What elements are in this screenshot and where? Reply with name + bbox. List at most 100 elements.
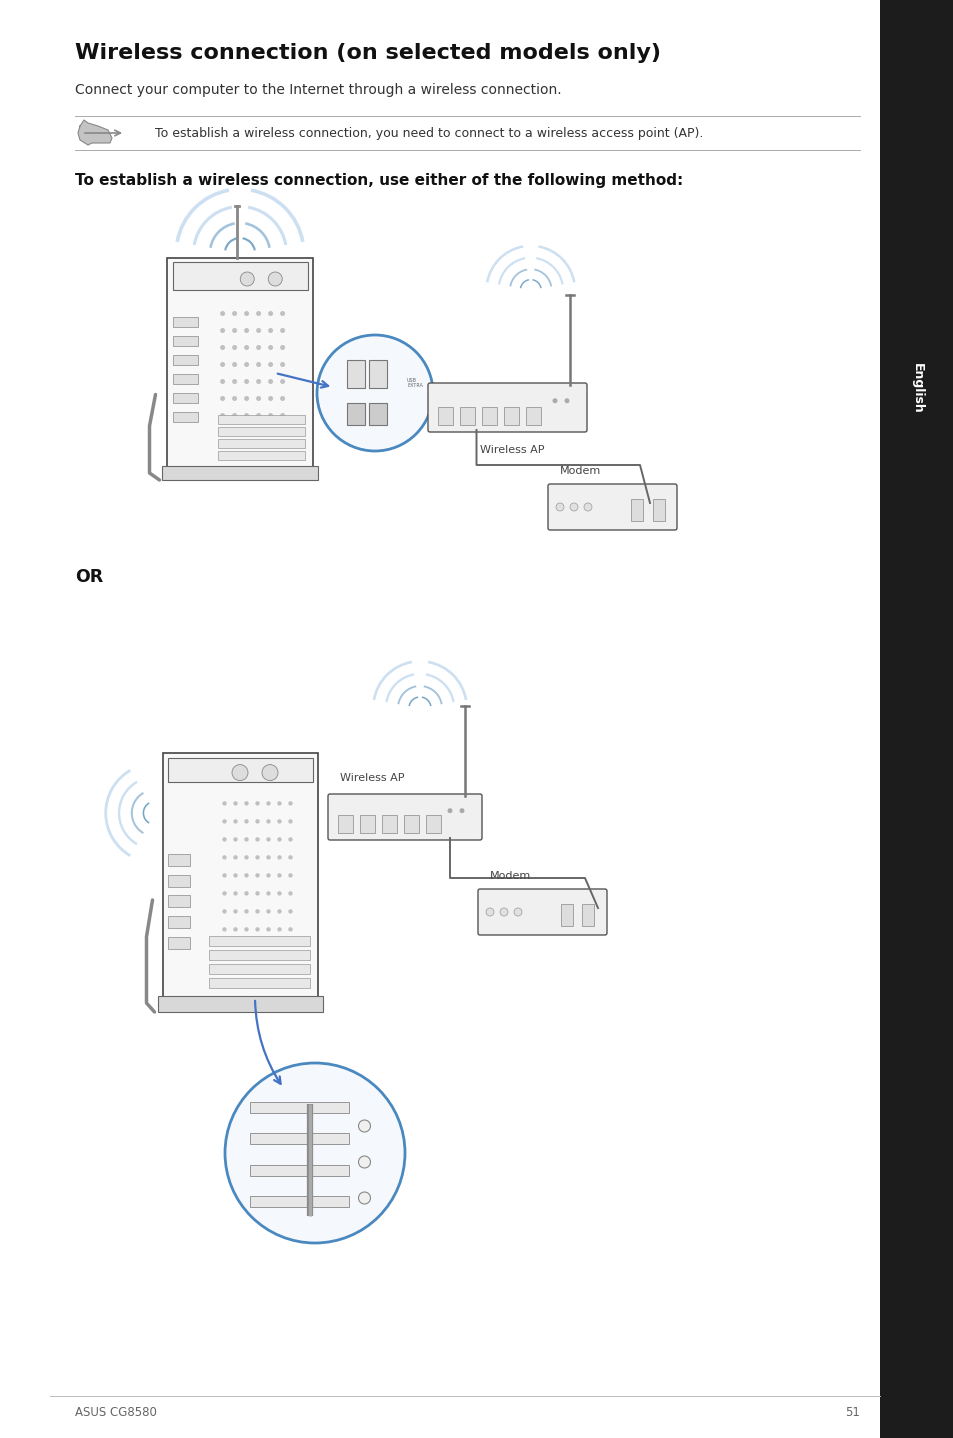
Circle shape bbox=[280, 345, 285, 349]
Circle shape bbox=[255, 928, 259, 932]
Circle shape bbox=[225, 1063, 405, 1242]
Circle shape bbox=[485, 907, 494, 916]
Circle shape bbox=[222, 928, 227, 932]
Text: Wireless AP: Wireless AP bbox=[479, 444, 544, 454]
Circle shape bbox=[288, 820, 293, 824]
Circle shape bbox=[220, 345, 225, 349]
Circle shape bbox=[280, 380, 285, 384]
Circle shape bbox=[244, 380, 249, 384]
Circle shape bbox=[288, 873, 293, 877]
Circle shape bbox=[459, 808, 464, 814]
Circle shape bbox=[277, 801, 281, 805]
Circle shape bbox=[255, 909, 259, 913]
Bar bbox=[168, 874, 190, 886]
Circle shape bbox=[232, 765, 248, 781]
Circle shape bbox=[232, 413, 237, 418]
Circle shape bbox=[266, 801, 271, 805]
Text: ASUS CG8580: ASUS CG8580 bbox=[75, 1406, 156, 1419]
Circle shape bbox=[499, 907, 507, 916]
Circle shape bbox=[288, 856, 293, 860]
Circle shape bbox=[255, 413, 261, 418]
Circle shape bbox=[222, 820, 227, 824]
Circle shape bbox=[233, 837, 237, 841]
Circle shape bbox=[244, 345, 249, 349]
Circle shape bbox=[564, 398, 569, 403]
Circle shape bbox=[255, 362, 261, 367]
Circle shape bbox=[583, 503, 592, 510]
Circle shape bbox=[232, 380, 237, 384]
Circle shape bbox=[569, 503, 578, 510]
Circle shape bbox=[266, 820, 271, 824]
Circle shape bbox=[222, 909, 227, 913]
Circle shape bbox=[316, 335, 433, 452]
Bar bbox=[218, 414, 305, 424]
Circle shape bbox=[255, 892, 259, 896]
Bar bbox=[250, 1196, 349, 1206]
FancyBboxPatch shape bbox=[168, 257, 313, 467]
Circle shape bbox=[232, 362, 237, 367]
Circle shape bbox=[268, 413, 273, 418]
Circle shape bbox=[255, 820, 259, 824]
Bar bbox=[209, 936, 310, 946]
Circle shape bbox=[220, 362, 225, 367]
Bar bbox=[525, 407, 540, 426]
Circle shape bbox=[222, 873, 227, 877]
Text: To establish a wireless connection, use either of the following method:: To establish a wireless connection, use … bbox=[75, 173, 682, 188]
Bar bbox=[168, 896, 190, 907]
Circle shape bbox=[220, 413, 225, 418]
Circle shape bbox=[277, 892, 281, 896]
FancyBboxPatch shape bbox=[547, 485, 677, 531]
Circle shape bbox=[222, 856, 227, 860]
Circle shape bbox=[280, 311, 285, 316]
Text: Modem: Modem bbox=[559, 466, 600, 476]
Circle shape bbox=[222, 801, 227, 805]
Bar bbox=[403, 815, 418, 833]
Text: 51: 51 bbox=[844, 1406, 859, 1419]
Circle shape bbox=[244, 413, 249, 418]
Circle shape bbox=[233, 928, 237, 932]
Circle shape bbox=[277, 873, 281, 877]
Bar bbox=[209, 951, 310, 961]
Circle shape bbox=[556, 503, 563, 510]
Circle shape bbox=[222, 892, 227, 896]
FancyBboxPatch shape bbox=[162, 754, 317, 998]
Circle shape bbox=[220, 380, 225, 384]
Bar bbox=[347, 360, 365, 388]
Circle shape bbox=[255, 311, 261, 316]
Circle shape bbox=[244, 909, 249, 913]
Circle shape bbox=[268, 380, 273, 384]
Circle shape bbox=[268, 311, 273, 316]
FancyBboxPatch shape bbox=[168, 758, 313, 782]
Circle shape bbox=[288, 892, 293, 896]
Circle shape bbox=[280, 362, 285, 367]
Circle shape bbox=[233, 909, 237, 913]
Bar bbox=[381, 815, 396, 833]
Circle shape bbox=[244, 395, 249, 401]
Circle shape bbox=[266, 837, 271, 841]
Bar bbox=[337, 815, 353, 833]
Bar bbox=[481, 407, 497, 426]
Bar bbox=[218, 450, 305, 460]
Circle shape bbox=[288, 909, 293, 913]
Bar bbox=[250, 1102, 349, 1113]
Bar bbox=[369, 403, 387, 426]
Bar bbox=[359, 815, 375, 833]
Circle shape bbox=[288, 837, 293, 841]
Circle shape bbox=[244, 892, 249, 896]
Bar bbox=[218, 439, 305, 447]
Circle shape bbox=[255, 837, 259, 841]
Text: To establish a wireless connection, you need to connect to a wireless access poi: To establish a wireless connection, you … bbox=[154, 127, 702, 139]
Bar bbox=[250, 1165, 349, 1175]
Circle shape bbox=[233, 892, 237, 896]
Circle shape bbox=[268, 395, 273, 401]
Circle shape bbox=[280, 413, 285, 418]
Circle shape bbox=[244, 837, 249, 841]
Bar bbox=[560, 905, 573, 926]
Circle shape bbox=[280, 395, 285, 401]
Circle shape bbox=[266, 873, 271, 877]
FancyBboxPatch shape bbox=[157, 997, 322, 1012]
Circle shape bbox=[244, 928, 249, 932]
Circle shape bbox=[255, 856, 259, 860]
Bar bbox=[879, 0, 953, 1438]
Bar bbox=[168, 916, 190, 928]
